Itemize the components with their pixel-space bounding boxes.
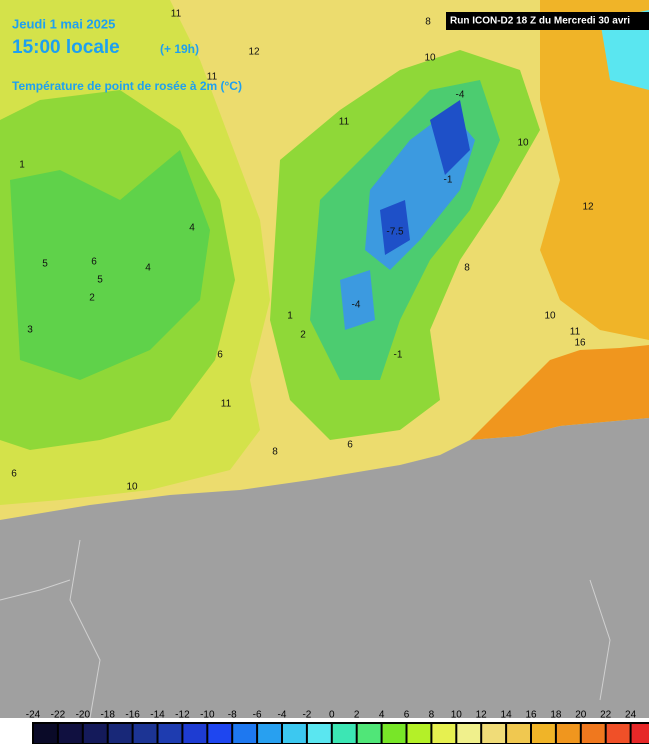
time: 15:00 locale xyxy=(12,37,120,58)
colorbar-tick-label: 0 xyxy=(329,710,335,721)
contour-label: 6 xyxy=(217,350,223,361)
contour-label: 10 xyxy=(544,311,556,322)
contour-label: 8 xyxy=(425,17,431,28)
contour-label: 11 xyxy=(171,9,182,20)
contour-label: 12 xyxy=(582,202,594,213)
colorbar-swatch xyxy=(556,724,580,743)
colorbar-tick-label: 12 xyxy=(476,710,488,721)
contour-label: 2 xyxy=(89,293,95,304)
contour-label: -4 xyxy=(456,90,465,101)
contour-label: 2 xyxy=(300,330,306,341)
map-region xyxy=(380,200,410,255)
contour-label: -7.5 xyxy=(386,227,404,238)
contour-label: 11 xyxy=(570,327,581,338)
contour-label: 4 xyxy=(189,223,195,234)
colorbar-tick-label: 4 xyxy=(379,710,385,721)
colorbar-tick-label: 22 xyxy=(600,710,612,721)
colorbar-swatch xyxy=(581,724,605,743)
colorbar-tick-label: -16 xyxy=(125,710,140,721)
contour-label: 5 xyxy=(97,275,103,286)
colorbar-tick-label: -10 xyxy=(200,710,215,721)
colorbar-tick-label: -18 xyxy=(100,710,115,721)
colorbar-tick-label: 16 xyxy=(525,710,537,721)
contour-label: 1 xyxy=(19,160,25,171)
colorbar-swatch xyxy=(283,724,306,743)
colorbar-swatch xyxy=(407,724,431,743)
variable: Température de point de rosée à 2m (°C) xyxy=(12,79,242,93)
contour-label: 10 xyxy=(126,482,138,493)
colorbar-tick-label: -8 xyxy=(228,710,237,721)
map-region xyxy=(340,270,375,330)
colorbar-swatch xyxy=(34,724,57,743)
colorbar-swatch xyxy=(133,724,157,743)
date: Jeudi 1 mai 2025 xyxy=(12,16,115,31)
colorbar-swatch xyxy=(532,724,555,743)
contour-label: 6 xyxy=(91,257,97,268)
colorbar-swatch xyxy=(332,724,356,743)
colorbar-swatch xyxy=(108,724,132,743)
contour-label: -1 xyxy=(394,350,403,361)
colorbar-swatch xyxy=(482,724,506,743)
colorbar-swatch xyxy=(507,724,530,743)
contour-label: 10 xyxy=(424,53,436,64)
contour-label: 8 xyxy=(272,447,278,458)
run-box xyxy=(446,12,649,30)
colorbar-swatch xyxy=(208,724,232,743)
contour-label: 8 xyxy=(464,263,470,274)
colorbar-tick-label: 14 xyxy=(501,710,513,721)
colorbar-tick-label: 2 xyxy=(354,710,360,721)
map-region xyxy=(540,0,649,340)
contour-label: 10 xyxy=(517,138,529,149)
colorbar-tick-label: -2 xyxy=(302,710,311,721)
colorbar-swatch xyxy=(307,724,331,743)
land-mask xyxy=(0,418,649,718)
contour-label: 16 xyxy=(574,338,586,349)
colorbar-tick-label: 18 xyxy=(550,710,562,721)
run-label: Run ICON-D2 18 Z du Mercredi 30 avri xyxy=(450,16,630,27)
colorbar-swatch xyxy=(58,724,82,743)
contour-label: 11 xyxy=(221,399,232,410)
border xyxy=(0,539,611,719)
colorbar-swatch xyxy=(432,724,456,743)
colorbar-tick-label: -22 xyxy=(51,710,66,721)
contour-label: 12 xyxy=(248,47,260,58)
map-region xyxy=(10,150,210,380)
map-region xyxy=(470,345,649,440)
contour-label: 6 xyxy=(11,469,17,480)
colorbar-swatch xyxy=(233,724,257,743)
colorbar-swatch xyxy=(457,724,481,743)
colorbar-swatch xyxy=(357,724,381,743)
contour-label: 4 xyxy=(145,263,151,274)
map-region xyxy=(430,100,470,175)
colorbar-tick-label: -20 xyxy=(76,710,91,721)
colorbar-swatch xyxy=(83,724,107,743)
colorbar-tick-label: 8 xyxy=(429,710,435,721)
colorbar-swatch xyxy=(158,724,182,743)
contour-label: 11 xyxy=(207,72,218,83)
contour-label: 1 xyxy=(287,311,293,322)
colorbar-tick-label: -4 xyxy=(278,710,287,721)
colorbar-tick-label: -6 xyxy=(253,710,262,721)
colorbar-tick-label: 24 xyxy=(625,710,637,721)
colorbar-tick-label: 6 xyxy=(404,710,410,721)
lead: (+ 19h) xyxy=(160,42,199,56)
colorbar-swatch xyxy=(258,724,281,743)
colorbar-swatch xyxy=(183,724,207,743)
colorbar-tick-label: -24 xyxy=(26,710,41,721)
colorbar-swatch xyxy=(606,724,630,743)
contour-label: 6 xyxy=(347,440,353,451)
contour-label: -4 xyxy=(352,300,361,311)
contour-label: 5 xyxy=(42,259,48,270)
colorbar-tick-label: -14 xyxy=(150,710,165,721)
colorbar-tick-label: 20 xyxy=(575,710,587,721)
contour-label: 3 xyxy=(27,325,33,336)
colorbar-swatch xyxy=(631,724,649,743)
contour-label: -1 xyxy=(444,175,453,186)
contour-label: 11 xyxy=(339,117,350,128)
colorbar-tick-label: -12 xyxy=(175,710,190,721)
colorbar-swatch xyxy=(382,724,406,743)
colorbar-tick-label: 10 xyxy=(451,710,463,721)
